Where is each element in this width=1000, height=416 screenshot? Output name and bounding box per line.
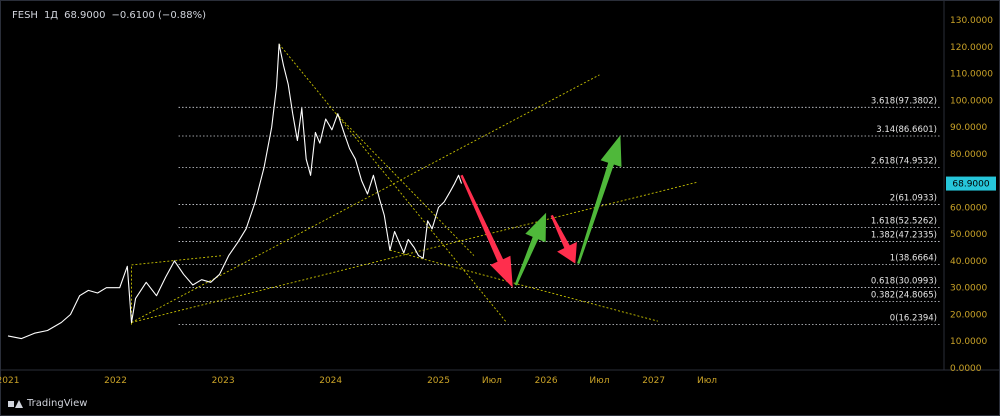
fib-level-label: 1.618(52.5262) bbox=[871, 216, 937, 226]
price-series-line bbox=[7, 43, 463, 340]
y-tick-label: 30.0000 bbox=[950, 284, 987, 294]
current-price-badge bbox=[946, 176, 996, 191]
y-tick-label: 20.0000 bbox=[950, 310, 987, 320]
fib-level-label: 1.382(47.2335) bbox=[871, 231, 937, 241]
y-tick-label: 110.0000 bbox=[950, 70, 993, 80]
x-tick-label: 2023 bbox=[212, 376, 235, 386]
y-tick-label: 40.0000 bbox=[950, 257, 987, 267]
fib-level-label: 2.618(74.9532) bbox=[871, 156, 937, 166]
x-tick-label: 2024 bbox=[319, 376, 342, 386]
trend-line bbox=[131, 181, 699, 323]
change-label: −0.6100 (−0.88%) bbox=[111, 10, 206, 21]
y-tick-label: 60.0000 bbox=[950, 203, 987, 213]
y-tick-label: 120.0000 bbox=[950, 43, 993, 53]
fib-level-label: 3.14(86.6601) bbox=[876, 125, 937, 135]
fib-level-label: 0.618(30.0993) bbox=[871, 276, 937, 286]
trend-line bbox=[278, 43, 507, 323]
y-tick-label: 50.0000 bbox=[950, 230, 987, 240]
x-tick-label: Июл bbox=[697, 376, 717, 386]
bull-arrow bbox=[514, 212, 547, 286]
fib-level-label: 3.618(97.3802) bbox=[871, 96, 937, 106]
x-tick-label: 2022 bbox=[104, 376, 127, 386]
fib-level-label: 0(16.2394) bbox=[890, 314, 937, 324]
bear-arrow bbox=[550, 214, 577, 264]
bear-arrow bbox=[460, 174, 513, 288]
trend-line bbox=[131, 74, 600, 323]
trend-line bbox=[335, 113, 475, 256]
footer-brand[interactable]: TradingView bbox=[8, 398, 87, 409]
y-tick-label: 10.0000 bbox=[950, 337, 987, 347]
y-tick-label: 0.0000 bbox=[950, 364, 982, 374]
x-tick-label: 2021 bbox=[0, 376, 19, 386]
y-tick-label: 80.0000 bbox=[950, 150, 987, 160]
x-tick-label: 2027 bbox=[642, 376, 665, 386]
x-tick-label: Июл bbox=[482, 376, 502, 386]
x-tick-label: Июл bbox=[589, 376, 609, 386]
ticker-header: FESH 1Д 68.9000 −0.6100 (−0.88%) bbox=[12, 10, 212, 21]
current-price-label: 68.9000 bbox=[952, 180, 989, 190]
tradingview-logo-icon bbox=[8, 399, 23, 409]
bull-arrow bbox=[577, 135, 622, 264]
trend-line bbox=[131, 255, 224, 266]
interval-label[interactable]: 1Д bbox=[43, 10, 59, 21]
y-tick-label: 100.0000 bbox=[950, 96, 993, 106]
brand-label: TradingView bbox=[27, 398, 88, 409]
y-tick-label: 130.0000 bbox=[950, 16, 993, 26]
symbol-label[interactable]: FESH bbox=[12, 10, 38, 21]
price-label: 68.9000 bbox=[64, 10, 106, 21]
y-tick-label: 90.0000 bbox=[950, 123, 987, 133]
x-tick-label: 2026 bbox=[535, 376, 558, 386]
fib-level-label: 0.382(24.8065) bbox=[871, 291, 937, 301]
x-tick-label: 2025 bbox=[427, 376, 450, 386]
fib-level-label: 1(38.6664) bbox=[890, 253, 937, 263]
fib-level-label: 2(61.0933) bbox=[890, 193, 937, 203]
